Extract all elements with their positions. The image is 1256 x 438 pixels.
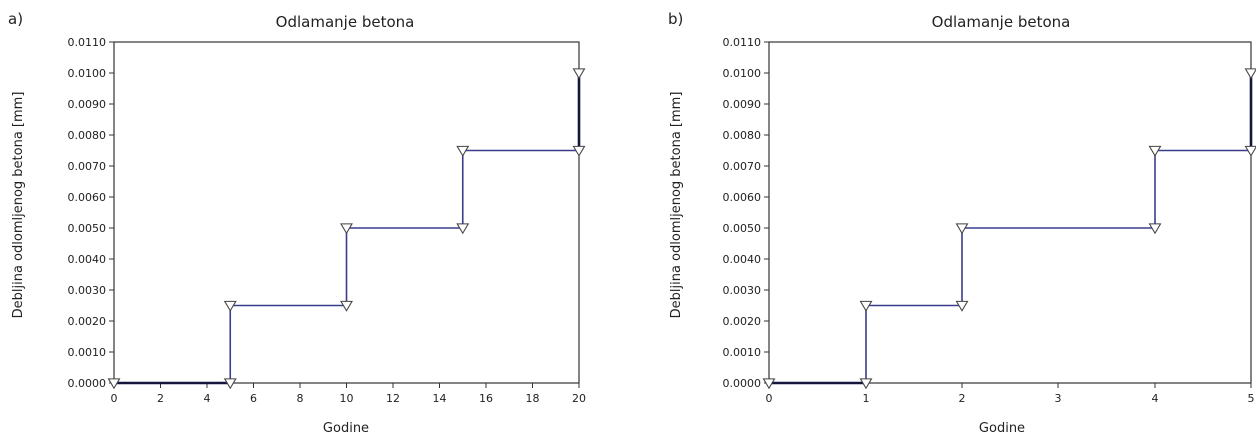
- y-tick-label: 0.0020: [723, 315, 762, 328]
- x-tick-label: 4: [1152, 392, 1159, 405]
- data-point: [572, 68, 586, 80]
- y-tick-label: 0.0020: [68, 315, 107, 328]
- chart-a-svg: a) Odlamanje betona Debljina odlomljenog…: [8, 10, 586, 436]
- y-tick-label: 0.0080: [723, 129, 762, 142]
- series-b: [762, 68, 1256, 390]
- data-point: [1148, 145, 1162, 157]
- y-tick-label: 0.0050: [68, 222, 107, 235]
- y-tick-label: 0.0070: [723, 160, 762, 173]
- chart-title-a: Odlamanje betona: [276, 13, 415, 31]
- y-ticks-a: 0.0000 0.0010 0.0020 0.0030 0.0040 0.0050 0.00…: [68, 36, 114, 390]
- plot-frame-b: [768, 41, 1252, 384]
- y-ticks-b: 0.0000 0.0010 0.0020 0.0030 0.0040 0.0050 0.00…: [723, 36, 769, 390]
- chart-panel-b: b) Odlamanje betona Debljina odlomljenog…: [628, 0, 1256, 438]
- data-point: [1244, 68, 1256, 80]
- chart-b-svg: b) Odlamanje betona Debljina odlomljenog…: [668, 10, 1256, 436]
- x-tick-label: 0: [766, 392, 773, 405]
- data-point: [859, 378, 873, 390]
- x-tick-label: 10: [340, 392, 354, 405]
- x-tick-label: 1: [863, 392, 870, 405]
- chart-panel-a: a) Odlamanje betona Debljina odlomljenog…: [8, 10, 586, 436]
- data-point: [1148, 223, 1162, 235]
- series-a: [107, 68, 586, 390]
- y-tick-label: 0.0030: [723, 284, 762, 297]
- y-tick-label: 0.0080: [68, 129, 107, 142]
- data-point: [859, 300, 873, 312]
- plot-frame-a: [113, 41, 580, 384]
- panel-label-b: b): [668, 10, 683, 28]
- data-point: [340, 223, 353, 235]
- y-tick-label: 0.0090: [723, 98, 762, 111]
- x-tick-label: 16: [479, 392, 493, 405]
- y-axis-label-b: Debljina odlomljenog betona [mm]: [669, 92, 684, 319]
- y-tick-label: 0.0040: [68, 253, 107, 266]
- x-tick-label: 12: [386, 392, 400, 405]
- x-tick-label: 20: [572, 392, 586, 405]
- y-tick-label: 0.0100: [68, 67, 107, 80]
- y-tick-label: 0.0050: [723, 222, 762, 235]
- x-ticks-b: 0 1 2 3 4 5: [766, 383, 1255, 405]
- chart-title-b: Odlamanje betona: [932, 13, 1071, 31]
- x-axis-label-b: Godine: [979, 421, 1025, 436]
- y-tick-label: 0.0110: [723, 36, 762, 49]
- data-point: [456, 145, 470, 157]
- x-tick-label: 18: [526, 392, 540, 405]
- y-tick-label: 0.0040: [723, 253, 762, 266]
- x-tick-label: 5: [1248, 392, 1255, 405]
- y-tick-label: 0.0100: [723, 67, 762, 80]
- data-point: [955, 223, 969, 235]
- data-point: [762, 378, 776, 390]
- series-line: [769, 73, 1252, 384]
- y-tick-label: 0.0000: [68, 377, 107, 390]
- y-tick-label: 0.0070: [68, 160, 107, 173]
- x-tick-label: 14: [433, 392, 447, 405]
- x-tick-label: 6: [250, 392, 257, 405]
- data-point: [572, 145, 586, 157]
- y-tick-label: 0.0010: [723, 346, 762, 359]
- x-tick-label: 2: [157, 392, 164, 405]
- data-point: [1244, 145, 1256, 157]
- y-tick-label: 0.0030: [68, 284, 107, 297]
- y-tick-label: 0.0000: [723, 377, 762, 390]
- data-point: [223, 378, 237, 390]
- y-tick-label: 0.0010: [68, 346, 107, 359]
- x-axis-label-a: Godine: [323, 421, 369, 436]
- data-point: [955, 300, 969, 312]
- x-ticks-a: 0 2 4 6 8 10 12 14 16 18 20: [111, 383, 586, 405]
- x-tick-label: 2: [959, 392, 966, 405]
- panel-label-a: a): [8, 10, 23, 28]
- data-point: [223, 300, 237, 312]
- x-tick-label: 4: [204, 392, 211, 405]
- y-axis-label-a: Debljina odlomljenog betona [mm]: [11, 92, 26, 319]
- y-tick-label: 0.0110: [68, 36, 107, 49]
- x-tick-label: 0: [111, 392, 118, 405]
- y-tick-label: 0.0090: [68, 98, 107, 111]
- data-point: [456, 223, 470, 235]
- y-tick-label: 0.0060: [723, 191, 762, 204]
- data-point: [107, 378, 121, 390]
- y-tick-label: 0.0060: [68, 191, 107, 204]
- x-tick-label: 3: [1055, 392, 1062, 405]
- data-point: [340, 300, 353, 312]
- x-tick-label: 8: [297, 392, 304, 405]
